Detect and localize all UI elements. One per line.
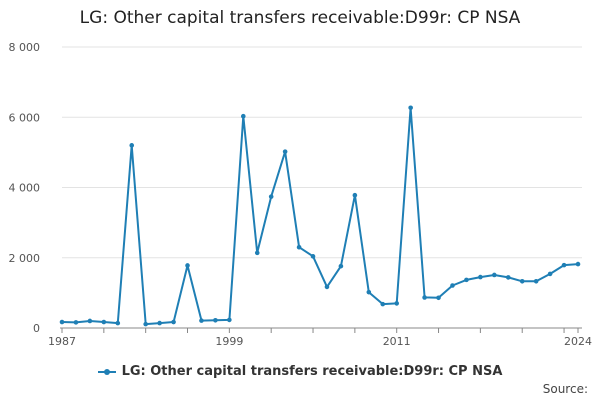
legend-line-marker-icon (97, 368, 116, 375)
data-point (282, 149, 288, 154)
series-layer (59, 105, 581, 327)
data-point (129, 143, 135, 148)
data-point (73, 320, 79, 325)
y-tick-label: 2 000 (9, 252, 41, 265)
data-point (185, 263, 190, 268)
grid-layer (62, 46, 582, 259)
x-tick-label: 2011 (383, 335, 411, 348)
data-point (547, 271, 553, 277)
data-point (296, 244, 302, 250)
y-tick-label: 4 000 (9, 182, 41, 195)
chart-title: LG: Other capital transfers receivable:D… (79, 8, 521, 28)
data-point (157, 320, 162, 326)
y-tick-label: 0 (33, 322, 40, 335)
data-point (143, 321, 148, 327)
x-tick-label: 1987 (48, 335, 76, 348)
data-point (171, 319, 176, 325)
data-point (519, 278, 525, 284)
data-point (561, 262, 567, 268)
data-point (240, 113, 246, 119)
data-point (380, 301, 386, 307)
data-point (394, 301, 400, 306)
data-point (87, 318, 93, 324)
data-point (199, 318, 204, 323)
y-tick-label: 6 000 (9, 111, 41, 124)
data-point (59, 319, 65, 325)
data-point (310, 254, 316, 259)
data-point (533, 278, 539, 284)
axis-layer: 0 2 000 4 000 6 000 8 000 1987 1999 2011 2024 (9, 41, 593, 348)
data-point (324, 284, 330, 290)
legend: LG: Other capital transfers receivable:D… (0, 364, 600, 379)
data-point (450, 283, 455, 288)
data-point (101, 319, 107, 325)
data-point (115, 320, 121, 326)
data-point (408, 105, 413, 111)
data-point (338, 263, 344, 269)
data-point (213, 317, 218, 323)
data-point (436, 295, 441, 301)
series-line (61, 106, 579, 326)
x-tick-label: 1999 (215, 335, 243, 348)
data-point (422, 295, 427, 300)
data-point (575, 261, 581, 267)
legend-label: LG: Other capital transfers receivable:D… (121, 364, 503, 379)
source-label: Source: (542, 382, 588, 396)
data-point (478, 274, 483, 280)
data-point (366, 289, 372, 295)
data-point (464, 277, 469, 283)
data-point (492, 272, 497, 278)
data-point (268, 194, 274, 199)
data-point (352, 192, 358, 198)
x-tick-label: 2024 (564, 335, 592, 348)
data-point (254, 250, 260, 256)
data-point (227, 317, 232, 323)
y-tick-label: 8 000 (9, 41, 41, 54)
data-point (505, 275, 511, 280)
